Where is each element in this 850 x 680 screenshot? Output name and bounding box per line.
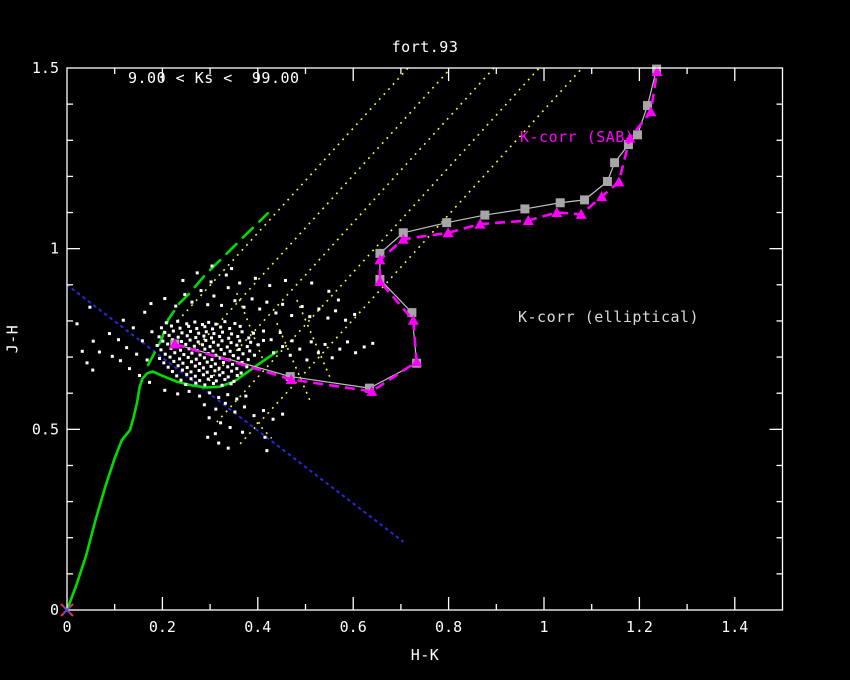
y-tick-label: 0 <box>50 601 59 619</box>
sab-triangle-marker <box>169 338 181 349</box>
y-axis-label: J-H <box>3 324 22 354</box>
sab-triangle-marker <box>522 214 534 225</box>
tick-labels: 0 0.2 0.4 0.6 0.8 1 1.2 1.4 0 0.5 1 1.5 <box>32 59 748 636</box>
sab-triangle-marker <box>624 132 636 143</box>
elliptical-square-marker <box>643 101 653 111</box>
elliptical-square-marker <box>580 195 590 205</box>
sab-triangle-marker <box>596 191 608 202</box>
ks-range-note: 9.00 < Ks < 99.00 <box>128 69 300 87</box>
y-tick-label: 1 <box>50 240 59 258</box>
plot-frame <box>66 67 784 611</box>
origin-marker <box>60 603 74 617</box>
x-tick-label: 0.4 <box>244 618 271 636</box>
elliptical-square-marker <box>610 158 620 168</box>
sab-triangle-marker <box>411 356 423 367</box>
stellar-locus <box>65 350 279 612</box>
elliptical-square-marker <box>364 383 374 393</box>
x-tick-label: 0.8 <box>435 618 462 636</box>
elliptical-square-marker <box>375 248 385 258</box>
sab-triangle-marker <box>645 106 657 117</box>
elliptical-square-marker <box>398 228 408 238</box>
sab-triangle-marker <box>285 373 297 384</box>
elliptical-square-marker <box>407 308 417 318</box>
k-corr-sab-track <box>169 66 663 396</box>
elliptical-square-marker <box>632 130 642 140</box>
elliptical-square-marker <box>442 218 452 228</box>
y-tick-label: 0.5 <box>32 420 59 438</box>
k-corr-sab-label: K-corr (SAB) <box>520 128 635 146</box>
x-tick-label: 0 <box>62 618 71 636</box>
sab-triangle-marker <box>366 385 378 396</box>
sab-triangle-marker <box>474 218 486 229</box>
x-axis-label: H-K <box>410 646 440 664</box>
sab-triangle-marker <box>374 254 386 265</box>
sab-triangle-marker <box>407 314 419 325</box>
sab-triangle-marker <box>575 208 587 219</box>
x-tick-label: 1.4 <box>721 618 748 636</box>
elliptical-square-marker <box>623 140 633 150</box>
sab-triangle-marker <box>651 66 663 77</box>
sab-triangle-marker <box>442 227 454 238</box>
sab-triangle-marker <box>551 207 563 218</box>
elliptical-square-marker <box>555 198 565 208</box>
sab-triangle-marker <box>613 176 625 187</box>
k-corr-elliptical-label: K-corr (elliptical) <box>518 308 700 326</box>
sab-triangle-marker <box>374 276 386 287</box>
origin-blue-x <box>63 606 71 614</box>
x-tick-label: 0.2 <box>149 618 176 636</box>
sab-triangle-marker <box>397 233 409 244</box>
y-tick-label: 1.5 <box>32 59 59 77</box>
plot-title: fort.93 <box>391 38 459 56</box>
x-tick-label: 0.6 <box>340 618 367 636</box>
elliptical-square-marker <box>520 204 530 214</box>
elliptical-square-marker <box>480 210 490 220</box>
x-tick-label: 1 <box>539 618 548 636</box>
x-tick-label: 1.2 <box>626 618 653 636</box>
elliptical-square-marker <box>602 176 612 186</box>
yellow-dotted-guides <box>177 67 583 445</box>
